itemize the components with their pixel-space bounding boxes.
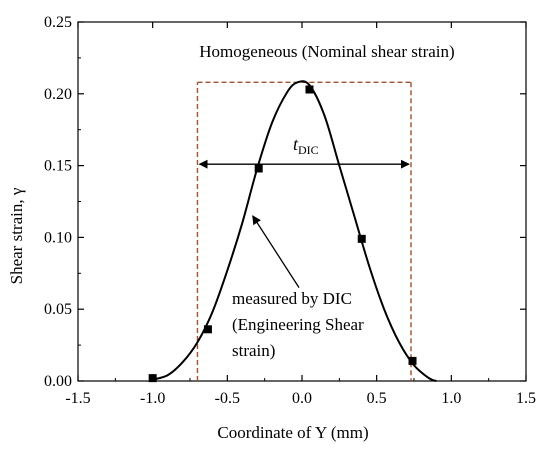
dic-markers xyxy=(148,85,417,383)
dic-pointer-arrow xyxy=(252,215,300,289)
y-tick-label: 0.25 xyxy=(44,14,72,31)
y-tick-label: 0.15 xyxy=(44,158,72,175)
y-tick-label: 0.00 xyxy=(44,373,72,390)
x-tick-label: 0.0 xyxy=(292,390,312,407)
dic-curve xyxy=(152,80,437,382)
dic-data-point xyxy=(408,356,417,365)
y-axis: 0.00 0.05 0.10 0.15 0.20 0.25 xyxy=(44,14,526,390)
x-tick-label: -0.5 xyxy=(215,390,240,407)
tdic-label-sub: DIC xyxy=(298,143,319,157)
dic-data-point xyxy=(254,164,263,173)
y-axis-label: Shear strain, γ xyxy=(7,187,26,284)
x-tick-label: -1.5 xyxy=(65,390,90,407)
x-tick-label: 1.5 xyxy=(516,390,536,407)
x-axis: -1.5 -1.0 -0.5 0.0 0.5 1.0 1.5 xyxy=(65,22,536,407)
dic-data-point xyxy=(305,85,314,94)
y-tick-label: 0.10 xyxy=(44,229,72,246)
homogeneous-label: Homogeneous (Nominal shear strain) xyxy=(199,42,454,61)
x-tick-label: 1.0 xyxy=(441,390,461,407)
dic-data-point xyxy=(148,374,157,383)
homogeneous-region xyxy=(196,81,412,381)
dic-data-point xyxy=(357,234,366,243)
dic-data-point xyxy=(203,325,212,334)
dic-curve-series xyxy=(152,80,437,382)
y-tick-label: 0.05 xyxy=(44,301,72,318)
x-tick-label: -1.0 xyxy=(140,390,165,407)
measured-label-line2: (Engineering Shear xyxy=(232,315,364,334)
annotations xyxy=(198,159,410,289)
x-axis-label: Coordinate of Y (mm) xyxy=(217,423,368,442)
x-tick-label: 0.5 xyxy=(367,390,387,407)
measured-label-line3: strain) xyxy=(232,341,275,360)
tdic-label-main: t xyxy=(293,134,299,154)
measured-label-line1: measured by DIC xyxy=(232,289,352,308)
tdic-label: tDIC xyxy=(293,134,319,157)
y-tick-label: 0.20 xyxy=(44,86,72,103)
